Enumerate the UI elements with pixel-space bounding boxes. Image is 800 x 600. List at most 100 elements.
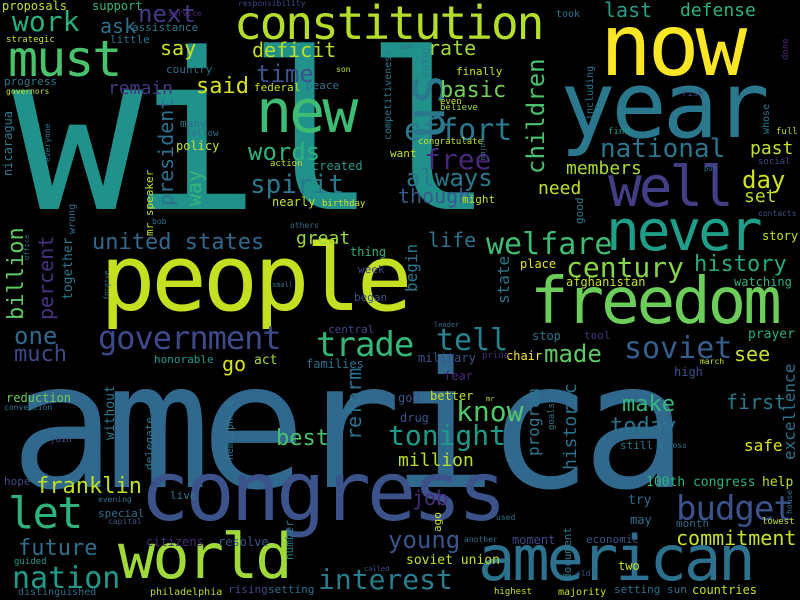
word-lowest: lowest (762, 517, 795, 527)
word-must: must (8, 30, 122, 88)
word-state: state (494, 255, 513, 304)
word-majority: majority (558, 587, 607, 598)
word-fear: fear (444, 369, 473, 383)
word-bob: bob (152, 217, 167, 226)
word-congress: congress (140, 445, 507, 540)
word-called: called (364, 565, 390, 573)
word-without: without (103, 385, 118, 440)
word-nicaragua: nicaragua (1, 110, 15, 176)
word-social: social (758, 157, 791, 167)
word-said: said (196, 74, 249, 99)
word-congratulate: congratulate (418, 137, 484, 147)
word-percent: percent (34, 235, 58, 320)
word-made: made (544, 340, 602, 368)
word-goals: goals (547, 402, 557, 430)
word-basic: basic (440, 78, 507, 103)
word-policy: policy (176, 139, 220, 153)
word-america: america (10, 326, 688, 529)
word-see: see (734, 342, 771, 366)
word-nation: nation (12, 561, 121, 596)
word-want: want (390, 147, 417, 160)
word-story: story (762, 229, 799, 243)
word-many: many (180, 117, 207, 130)
word-rate: rate (428, 36, 477, 60)
word-tonight: tonight (388, 419, 507, 452)
word-birthday: birthday (322, 199, 366, 209)
word-100th-congress: 100th congress (646, 475, 756, 490)
word-march: march (700, 357, 725, 366)
word-competitiveness: competitiveness (383, 49, 394, 140)
word-try: try (628, 493, 652, 508)
word-others: others (290, 221, 319, 230)
word-drug: drug (400, 411, 429, 425)
word-action: action (270, 159, 303, 169)
word-tell: tell (436, 323, 509, 358)
word-moment: moment (512, 533, 556, 547)
word-well: well (608, 155, 734, 220)
word-begin: begin (402, 243, 421, 292)
word-risk: risk (682, 89, 704, 99)
word-reduction: reduction (6, 391, 72, 405)
word-better: better (430, 389, 474, 403)
word-responsibility: responsibility (238, 0, 306, 8)
word-began: began (354, 291, 388, 304)
word-year: year (560, 52, 770, 159)
word-house: house (785, 489, 794, 514)
word-freedom: freedom (530, 265, 782, 339)
word-government: government (98, 319, 282, 357)
word-highest: highest (494, 587, 532, 597)
word-know: know (456, 395, 524, 428)
word-constitution: constitution (234, 0, 544, 50)
word-two: two (618, 559, 640, 573)
word-hope: hope (4, 475, 31, 488)
word-national: national (600, 134, 726, 164)
word-citizens: citizens (146, 535, 204, 549)
word-setting: setting (268, 583, 315, 596)
word-setting-sun: setting sun (614, 583, 687, 596)
word-across: across (658, 441, 687, 450)
word-first: first (726, 390, 787, 414)
word-free: free (424, 143, 492, 176)
word-finally: finally (456, 65, 503, 78)
word-world: world (118, 520, 293, 593)
word-future: future (18, 536, 98, 561)
word-fellow: fellow (186, 129, 219, 139)
word-put: put (704, 165, 717, 173)
word-distinguished: distinguished (18, 587, 97, 598)
word-new: new (256, 77, 358, 147)
word-always: always (406, 164, 493, 192)
word-honorable: honorable (154, 353, 214, 366)
word-welfare: welfare (486, 227, 613, 262)
word-proposals: proposals (2, 0, 68, 13)
word-one: one (14, 322, 58, 350)
word-last: last (604, 0, 653, 22)
word-major: major (479, 138, 487, 160)
word-assistance: assistance (132, 21, 199, 34)
word-historic: historic (560, 383, 581, 470)
word-done: done (781, 38, 791, 60)
word-week: week (358, 263, 385, 276)
word-philadelphia: philadelphia (150, 587, 223, 598)
word-peace: peace (306, 79, 340, 92)
word-spirit: spirit (250, 170, 344, 200)
word-full: full (776, 127, 798, 137)
word-office: office (23, 234, 31, 260)
word-rising: rising (228, 583, 268, 596)
word-trade: trade (316, 325, 414, 365)
word-time: time (256, 60, 314, 88)
word-soviet-union: soviet union (406, 553, 500, 568)
word-century: century (566, 251, 685, 284)
word-interest: interest (318, 563, 453, 596)
word-help: help (762, 475, 794, 490)
word-families: families (306, 357, 364, 371)
word-delegate: delegate (143, 417, 156, 470)
word-today: today (610, 414, 677, 439)
word-deficit: deficit (252, 38, 337, 62)
word-forgive: forgive (103, 270, 111, 300)
word-federal: federal (254, 81, 301, 94)
word-words: words (248, 138, 321, 166)
word-commitment: commitment (676, 526, 797, 550)
word-way: way (182, 169, 206, 206)
word-next: next (138, 0, 196, 28)
word-find: find (608, 127, 630, 137)
